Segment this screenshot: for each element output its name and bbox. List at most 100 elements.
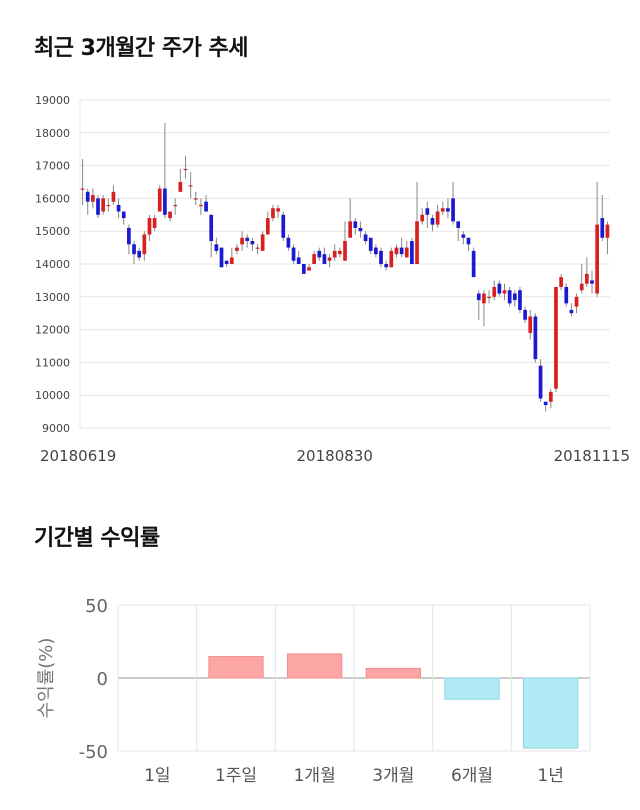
candle-body bbox=[394, 247, 399, 255]
candle-body bbox=[235, 247, 239, 251]
returns-y-tick-label: -50 bbox=[79, 742, 108, 763]
candle bbox=[157, 185, 162, 212]
returns-bar bbox=[444, 677, 500, 700]
candle bbox=[224, 260, 229, 268]
price-y-tick-label: 13000 bbox=[35, 291, 70, 304]
candle-body bbox=[579, 283, 584, 291]
candle bbox=[518, 286, 522, 314]
candle bbox=[163, 122, 167, 219]
candle bbox=[152, 214, 157, 232]
candle bbox=[569, 303, 574, 317]
candle-body bbox=[569, 309, 574, 314]
candle-body bbox=[518, 290, 522, 310]
candle-body bbox=[584, 273, 589, 284]
candle bbox=[229, 247, 234, 264]
candle bbox=[111, 185, 116, 205]
candle bbox=[147, 214, 152, 242]
candle bbox=[482, 290, 486, 327]
candle-body bbox=[415, 221, 419, 264]
candle bbox=[214, 237, 219, 255]
returns-bar bbox=[208, 656, 264, 679]
returns-title: 기간별 수익률 bbox=[34, 526, 160, 551]
candle-body bbox=[600, 218, 605, 238]
candle bbox=[579, 264, 584, 294]
candle bbox=[276, 204, 280, 219]
candle-body bbox=[353, 221, 358, 228]
price-y-tick-label: 12000 bbox=[35, 324, 70, 337]
candle-body bbox=[271, 208, 275, 219]
candle-body bbox=[430, 218, 435, 225]
candle bbox=[389, 247, 394, 268]
candle bbox=[127, 224, 131, 255]
candle bbox=[435, 204, 440, 228]
returns-x-tick-label: 1개월 bbox=[294, 766, 336, 786]
candle-body bbox=[260, 234, 265, 251]
candle bbox=[327, 254, 332, 268]
candle bbox=[250, 237, 255, 251]
candle-body bbox=[229, 257, 234, 264]
candle-body bbox=[245, 237, 250, 242]
candle-body bbox=[399, 247, 404, 255]
candle-body bbox=[497, 283, 502, 294]
candle bbox=[559, 273, 563, 291]
candle-body bbox=[523, 309, 527, 320]
candle-body bbox=[379, 250, 383, 264]
candle bbox=[512, 290, 517, 307]
candle bbox=[178, 168, 183, 192]
candle bbox=[379, 247, 383, 268]
returns-bar bbox=[287, 653, 343, 679]
candle bbox=[116, 198, 121, 219]
candle bbox=[353, 218, 358, 235]
candle bbox=[271, 204, 275, 222]
candle-body bbox=[471, 250, 476, 278]
candle bbox=[142, 231, 147, 261]
returns-bar bbox=[365, 667, 421, 679]
price-x-axis: 20180619 20180830 20181115 bbox=[40, 447, 630, 465]
candle-body bbox=[163, 188, 167, 215]
candle bbox=[502, 283, 507, 301]
candle-body bbox=[605, 224, 610, 238]
candle bbox=[265, 211, 270, 235]
candle-body bbox=[147, 218, 152, 235]
candle bbox=[291, 244, 296, 264]
candle bbox=[121, 211, 126, 225]
candle bbox=[219, 247, 224, 268]
candle-body bbox=[291, 247, 296, 261]
candle-body bbox=[127, 227, 131, 245]
candle bbox=[456, 221, 461, 242]
candle-body bbox=[96, 198, 100, 215]
price-y-axis: 9000 10000 11000 12000 13000 14000 15000 16000 1… bbox=[35, 94, 70, 435]
candle bbox=[173, 198, 178, 215]
price-y-tick-label: 10000 bbox=[35, 389, 70, 402]
candle-body bbox=[199, 204, 203, 207]
candle-body bbox=[404, 247, 409, 258]
candle-body bbox=[80, 188, 85, 190]
candle-body bbox=[456, 221, 461, 228]
candle bbox=[137, 247, 142, 261]
candle bbox=[322, 247, 327, 264]
price-grid bbox=[79, 99, 610, 429]
candle-body bbox=[487, 296, 491, 298]
candle bbox=[497, 280, 502, 297]
candle-body bbox=[538, 365, 543, 399]
candle-body bbox=[204, 201, 208, 212]
candle bbox=[85, 188, 90, 215]
candle-body bbox=[574, 296, 579, 307]
returns-x-tick-label: 1일 bbox=[144, 766, 170, 786]
candle bbox=[466, 237, 471, 251]
candle bbox=[132, 241, 136, 264]
candle-body bbox=[142, 234, 147, 255]
price-y-tick-label: 16000 bbox=[35, 192, 70, 205]
candle bbox=[260, 231, 265, 251]
candle-body bbox=[183, 168, 188, 171]
candle bbox=[548, 388, 553, 409]
candle-body bbox=[322, 254, 327, 264]
candle-body bbox=[188, 185, 193, 187]
candle bbox=[399, 237, 404, 258]
candle bbox=[425, 201, 430, 228]
candle bbox=[255, 244, 260, 255]
candle-body bbox=[307, 267, 311, 271]
candle-body bbox=[116, 204, 121, 212]
candle bbox=[183, 155, 188, 179]
returns-y-axis: -50 0 50 bbox=[79, 596, 108, 763]
